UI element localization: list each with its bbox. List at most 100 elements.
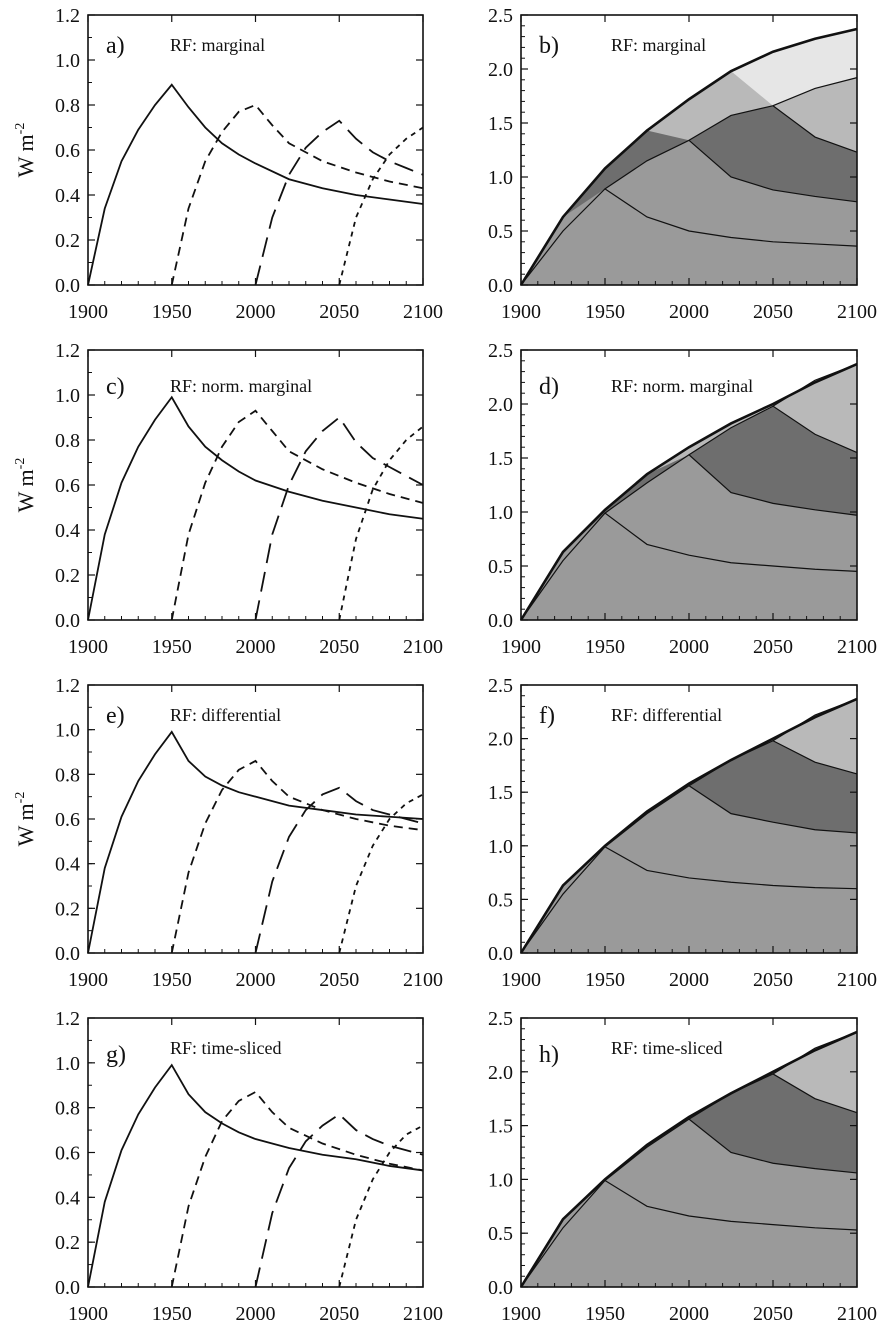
panel-f: 1900 1950 2000 2050 2100 0.0 0.5 1.0 1.5 2.0 2.5 f)… (488, 675, 877, 991)
panel-d: 1900 1950 2000 2050 2100 0.0 0.5 1.0 1.5 2.0 2.5 d)… (488, 340, 877, 658)
axes-frame (87, 14, 424, 286)
x-tick-label: 1950 (585, 636, 625, 658)
region-boundary-1950 (604, 1118, 858, 1181)
x-tick-label: 2050 (319, 969, 359, 991)
y-axis-label-main: W m (13, 134, 38, 177)
y-tick-label: 0.2 (55, 565, 80, 587)
x-tick-label: 1900 (501, 1303, 541, 1325)
region-boundary-1900 (520, 846, 858, 954)
y-tick-label: 1.0 (55, 385, 80, 407)
panel-letter: a) (106, 33, 125, 59)
y-tick-label: 0.5 (488, 221, 513, 243)
y-tick-label: 0.0 (488, 943, 513, 965)
x-tick-label: 2050 (753, 969, 793, 991)
panel-a: 1900 1950 2000 2050 2100 0.0 0.2 0.4 0.6 0.8 1.0 1.… (13, 5, 443, 323)
series-long-dash-line (254, 119, 424, 286)
x-tick-label: 2050 (319, 301, 359, 323)
x-tick-label: 2100 (837, 636, 877, 658)
x-tick-label: 1950 (152, 1303, 192, 1325)
x-tick-label: 2000 (236, 1303, 276, 1325)
shaded-region-1900 (521, 140, 857, 285)
x-tick-label: 1900 (501, 301, 541, 323)
x-tick-label: 2000 (669, 969, 709, 991)
y-tick-label: 0.6 (55, 140, 80, 162)
panel-title: RF: time-sliced (611, 1038, 723, 1058)
panel-letter: h) (539, 1042, 559, 1068)
series-short-dash-line (170, 759, 424, 954)
y-tick-label: 1.2 (55, 675, 80, 697)
y-axis-label-superscript: -2 (13, 123, 28, 135)
y-tick-label: 1.5 (488, 782, 513, 804)
region-boundary-1950 (604, 785, 858, 848)
y-tick-label: 1.2 (55, 5, 80, 27)
y-axis-label: W m-2 (13, 792, 38, 847)
y-tick-label: 1.5 (488, 113, 513, 135)
shaded-region-1900 (521, 785, 857, 953)
y-tick-label: 0.5 (488, 556, 513, 578)
y-tick-label: 0.0 (55, 943, 80, 965)
panel-letter: f) (539, 703, 555, 729)
y-tick-label: 0.8 (55, 430, 80, 452)
series-long-dash-line (254, 416, 424, 621)
y-axis-label-main: W m (13, 469, 38, 512)
y-tick-label: 0.6 (55, 475, 80, 497)
panel-e: 1900 1950 2000 2050 2100 0.0 0.2 0.4 0.6 0.8 1.0 1.… (13, 675, 443, 991)
series-solid-line (87, 83, 424, 286)
x-tick-label: 2000 (236, 969, 276, 991)
panel-title: RF: norm. marginal (170, 376, 312, 396)
x-tick-label: 1900 (68, 1303, 108, 1325)
panel-letter: b) (539, 33, 559, 59)
axes-frame (87, 684, 424, 954)
x-tick-label: 2000 (669, 301, 709, 323)
x-tick-label: 2050 (753, 1303, 793, 1325)
y-tick-label: 2.5 (488, 675, 513, 697)
y-tick-label: 0.4 (55, 185, 80, 207)
y-tick-label: 2.0 (488, 59, 513, 81)
y-tick-label: 2.0 (488, 1062, 513, 1084)
x-tick-label: 1900 (501, 636, 541, 658)
y-tick-label: 0.2 (55, 230, 80, 252)
x-tick-label: 2000 (236, 636, 276, 658)
y-tick-label: 1.0 (55, 50, 80, 72)
region-boundary-2050 (772, 77, 858, 107)
x-tick-label: 2000 (669, 636, 709, 658)
series-dotted-dash-line (338, 793, 424, 954)
region-boundary-1900 (520, 188, 858, 286)
series-solid-line (87, 395, 424, 621)
region-boundary-1950 (604, 454, 858, 516)
series-dotted-dash-line (338, 425, 424, 621)
y-tick-label: 0.4 (55, 854, 80, 876)
total-forcing-line (519, 1030, 858, 1288)
y-tick-label: 0.0 (55, 610, 80, 632)
x-tick-label: 1900 (68, 969, 108, 991)
y-tick-label: 0.8 (55, 95, 80, 117)
y-axis-label-superscript: -2 (13, 792, 28, 804)
y-tick-label: 0.8 (55, 1098, 80, 1120)
x-tick-label: 1950 (152, 636, 192, 658)
series-solid-line (87, 730, 424, 954)
x-tick-label: 2050 (753, 636, 793, 658)
x-tick-label: 2050 (319, 636, 359, 658)
panel-letter: c) (106, 374, 125, 400)
x-tick-label: 1900 (68, 636, 108, 658)
y-tick-label: 0.6 (55, 809, 80, 831)
region-boundary-1950 (604, 139, 858, 203)
y-tick-label: 0.0 (488, 275, 513, 297)
x-tick-label: 2100 (403, 301, 443, 323)
x-tick-label: 1900 (68, 301, 108, 323)
y-tick-label: 1.0 (488, 167, 513, 189)
axes-frame (87, 1017, 424, 1288)
x-tick-label: 2050 (319, 1303, 359, 1325)
x-tick-label: 2100 (403, 969, 443, 991)
region-boundary-1900 (520, 1179, 858, 1288)
shaded-region-1900 (521, 454, 857, 620)
y-tick-label: 0.4 (55, 520, 80, 542)
x-tick-label: 2100 (837, 1303, 877, 1325)
series-long-dash-line (254, 1113, 424, 1288)
y-axis-label: W m-2 (13, 458, 38, 513)
y-tick-label: 1.0 (488, 1169, 513, 1191)
total-forcing-line (519, 27, 858, 286)
x-tick-label: 2000 (236, 301, 276, 323)
series-short-dash-line (170, 103, 424, 286)
